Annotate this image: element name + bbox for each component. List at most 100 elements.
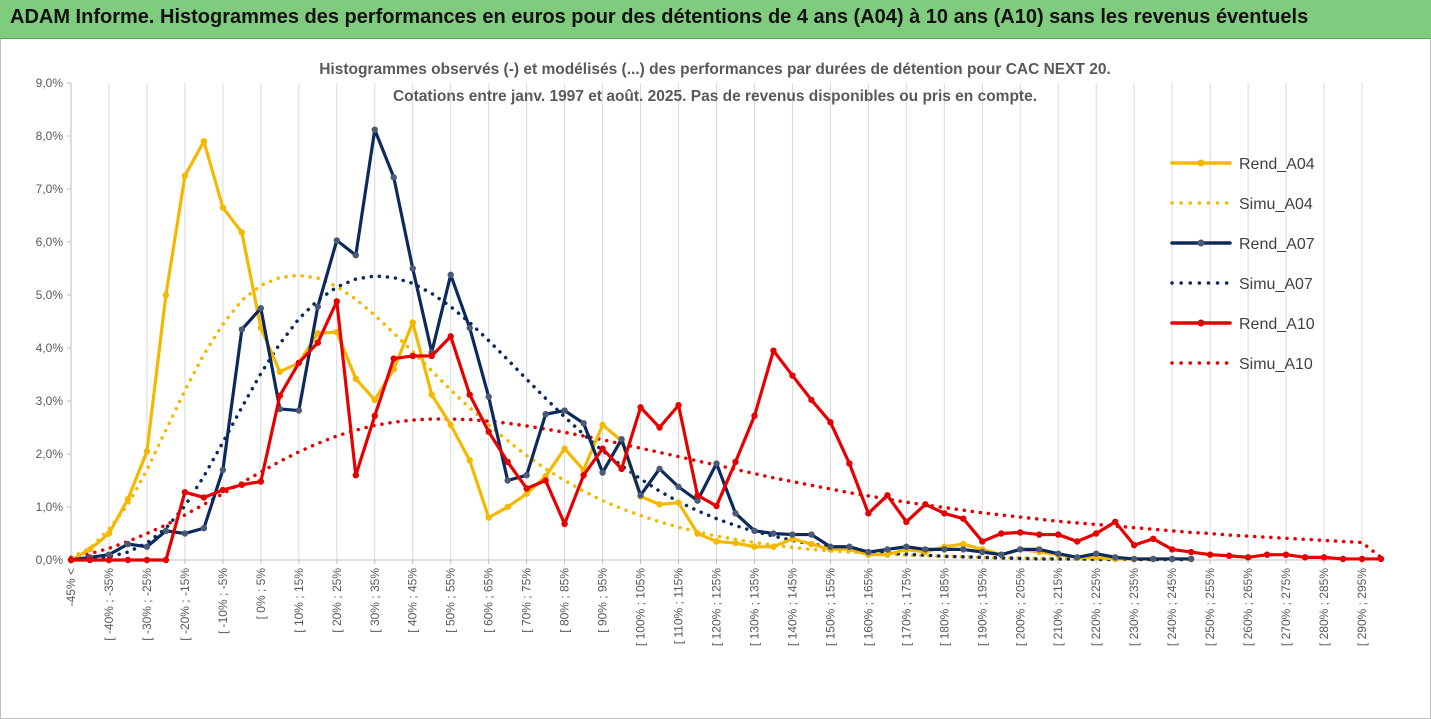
- vertical-gridlines: [108, 83, 1363, 560]
- y-tick-label: 8,0%: [36, 129, 64, 143]
- x-tick-label: [ 190% ; 195%: [975, 568, 989, 646]
- data-point: [713, 538, 720, 545]
- series-simu_a10: [69, 417, 1383, 560]
- data-point: [1168, 546, 1176, 553]
- x-tick-label: [ 100% ; 105%: [634, 568, 648, 646]
- series-line: [69, 274, 1193, 562]
- data-point: [257, 478, 265, 485]
- data-point: [504, 503, 511, 511]
- data-point: [200, 494, 208, 501]
- data-point: [827, 419, 834, 426]
- data-point: [1017, 529, 1024, 536]
- data-point: [1225, 552, 1233, 559]
- data-point: [257, 305, 265, 312]
- data-point: [960, 540, 967, 548]
- data-point: [637, 404, 644, 411]
- y-tick-label: 3,0%: [36, 394, 64, 408]
- data-point: [884, 546, 891, 553]
- y-axis: 0,0% 1,0% 2,0% 3,0% 4,0% 5,0% 6,0% 7,0% 8,0% 9,0%: [36, 76, 72, 567]
- data-point: [1017, 546, 1024, 553]
- x-tick-label: [ 110% ; 115%: [672, 568, 686, 645]
- data-point: [428, 391, 435, 398]
- data-point: [865, 548, 872, 556]
- data-point: [295, 407, 303, 414]
- x-tick-label: [ 40% ; 45%: [406, 568, 420, 633]
- data-point: [238, 326, 246, 333]
- x-tick-label: [ 200% ; 205%: [1013, 568, 1027, 646]
- data-point: [523, 485, 530, 492]
- data-point: [276, 368, 284, 376]
- data-point: [447, 421, 454, 429]
- legend-label: Rend_A10: [1239, 316, 1315, 333]
- data-point: [732, 458, 739, 466]
- data-point: [181, 172, 189, 179]
- data-point: [1074, 554, 1081, 561]
- data-point: [466, 324, 473, 332]
- data-point: [409, 319, 416, 326]
- x-tick-label: [ 70% ; 75%: [520, 568, 534, 633]
- data-point: [960, 546, 967, 553]
- data-point: [124, 495, 132, 503]
- x-tick-label: -45% <: [64, 568, 78, 606]
- series-rend_a10: [67, 298, 1385, 564]
- data-point: [371, 126, 378, 133]
- x-tick-label: [ 140% ; 145%: [785, 568, 799, 646]
- data-point: [751, 412, 758, 420]
- data-point: [808, 531, 815, 538]
- data-point: [808, 540, 815, 548]
- series-line: [69, 299, 1383, 562]
- y-tick-label: 2,0%: [36, 447, 64, 461]
- data-point: [675, 499, 682, 506]
- data-point: [542, 477, 549, 484]
- data-point: [105, 551, 113, 558]
- data-point: [770, 530, 777, 537]
- data-point: [504, 477, 511, 484]
- data-point: [637, 492, 644, 499]
- x-tick-label: [ -10% ; -5%: [216, 568, 230, 634]
- data-point: [86, 556, 94, 564]
- data-point: [143, 448, 151, 455]
- data-point: [542, 411, 549, 418]
- series-lines: [67, 126, 1385, 564]
- data-point: [181, 488, 189, 496]
- data-point: [1282, 551, 1290, 558]
- x-tick-label: [ 220% ; 225%: [1089, 568, 1103, 646]
- data-point: [143, 556, 151, 564]
- data-point: [1055, 550, 1062, 557]
- data-point: [751, 527, 758, 535]
- data-point: [656, 465, 663, 473]
- data-point: [162, 527, 170, 535]
- data-point: [884, 551, 891, 558]
- x-tick-label: [ 90% ; 95%: [596, 568, 610, 633]
- y-tick-label: 1,0%: [36, 500, 64, 514]
- data-point: [599, 445, 606, 452]
- data-point: [162, 556, 170, 564]
- legend-item-simu_a07: Simu_A07: [1170, 276, 1313, 293]
- x-tick-label: [ 280% ; 285%: [1317, 568, 1331, 646]
- data-point: [67, 556, 75, 564]
- data-point: [941, 546, 948, 553]
- data-point: [922, 546, 929, 553]
- y-tick-label: 6,0%: [36, 235, 64, 249]
- data-point: [1149, 555, 1157, 563]
- x-tick-label: [ 230% ; 235%: [1127, 568, 1141, 646]
- legend-label: Rend_A07: [1239, 236, 1315, 253]
- x-tick-label: [ 150% ; 155%: [823, 568, 837, 646]
- x-tick-label: [ -40% ; -35%: [102, 568, 116, 641]
- x-tick-label: [ 290% ; 295%: [1355, 568, 1369, 646]
- x-tick-label: [ 30% ; 35%: [368, 568, 382, 633]
- data-point: [200, 525, 208, 532]
- data-point: [409, 265, 416, 272]
- data-point: [1036, 531, 1043, 538]
- data-point: [1263, 551, 1271, 558]
- data-point: [124, 556, 132, 564]
- data-point: [713, 460, 720, 467]
- series-rend_a07: [67, 126, 1195, 564]
- data-point: [219, 486, 227, 494]
- data-point: [1074, 538, 1081, 545]
- legend-label: Simu_A07: [1239, 276, 1313, 293]
- legend-label: Simu_A10: [1239, 356, 1313, 373]
- legend-item-simu_a04: Simu_A04: [1170, 196, 1313, 213]
- data-point: [428, 352, 435, 360]
- data-point: [1187, 548, 1195, 556]
